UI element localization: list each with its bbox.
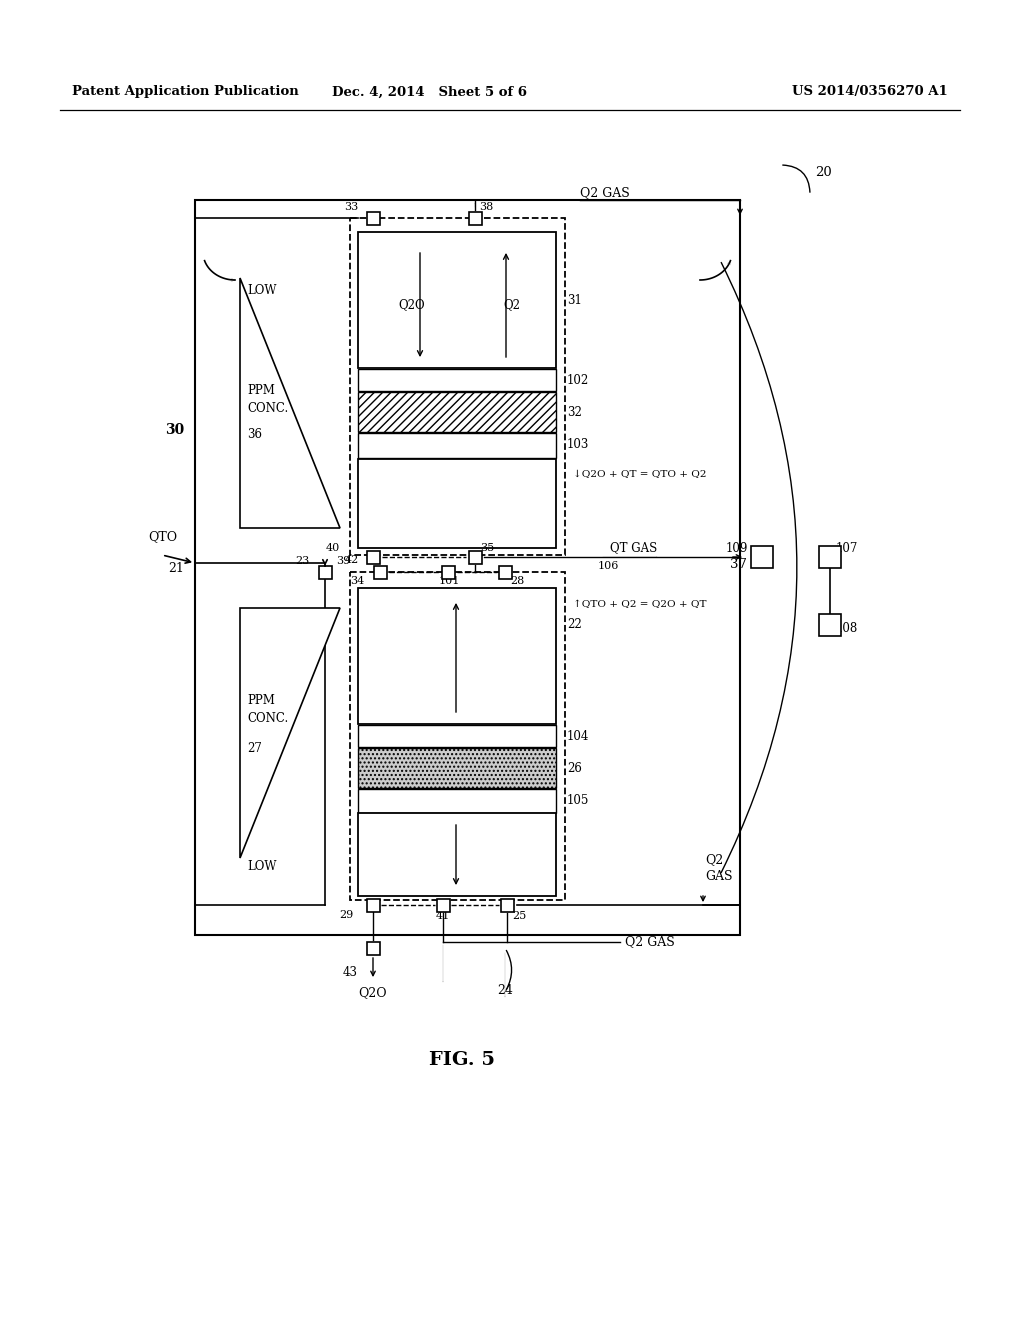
Text: 40: 40 [326, 543, 340, 553]
Text: 28: 28 [510, 576, 524, 586]
Text: Patent Application Publication: Patent Application Publication [72, 86, 299, 99]
Bar [358, 433, 556, 458]
Bar [469, 211, 481, 224]
Text: Q2 GAS: Q2 GAS [625, 936, 675, 949]
Text: ↓Q2O + QT = QTO + Q2: ↓Q2O + QT = QTO + Q2 [573, 470, 707, 479]
Text: 26: 26 [567, 762, 582, 775]
Text: QTO: QTO [148, 531, 177, 544]
Text: CONC.: CONC. [247, 711, 288, 725]
Text: 101: 101 [438, 576, 460, 586]
Text: LOW: LOW [247, 284, 276, 297]
Text: 30: 30 [165, 422, 184, 437]
Bar [819, 614, 841, 636]
Text: 38: 38 [479, 202, 494, 213]
Text: 25: 25 [512, 911, 526, 921]
Text: 106: 106 [598, 561, 620, 572]
Text: 41: 41 [436, 911, 451, 921]
Text: LOW: LOW [247, 859, 276, 873]
Polygon shape [240, 279, 340, 528]
Bar [350, 218, 565, 554]
Bar [358, 813, 556, 896]
Bar [358, 232, 556, 368]
Bar [358, 370, 556, 391]
Text: PPM: PPM [247, 693, 274, 706]
Bar [358, 587, 556, 723]
Bar [318, 565, 332, 578]
Text: QT GAS: QT GAS [610, 541, 657, 554]
Text: 39: 39 [336, 556, 350, 566]
Text: 105: 105 [567, 795, 590, 808]
Text: FIG. 5: FIG. 5 [429, 1051, 495, 1069]
Bar [374, 565, 386, 578]
Text: 107: 107 [836, 541, 858, 554]
Bar [358, 725, 556, 747]
Text: 43: 43 [343, 965, 358, 978]
Bar [469, 550, 481, 564]
Polygon shape [240, 609, 340, 858]
Text: 104: 104 [567, 730, 590, 742]
Text: 23: 23 [296, 556, 310, 566]
Text: 35: 35 [480, 543, 495, 553]
Bar [367, 899, 380, 912]
Text: 102: 102 [567, 374, 589, 387]
Text: 108: 108 [836, 622, 858, 635]
Text: 24: 24 [497, 983, 513, 997]
Text: 32: 32 [567, 405, 582, 418]
Text: 34: 34 [350, 576, 364, 586]
Text: GAS: GAS [705, 870, 732, 883]
Text: 103: 103 [567, 438, 590, 451]
Text: ↑QTO + Q2 = Q2O + QT: ↑QTO + Q2 = Q2O + QT [573, 601, 707, 610]
Bar [358, 392, 556, 432]
Text: Q2: Q2 [504, 298, 520, 312]
Text: 29: 29 [339, 909, 353, 920]
Text: 27: 27 [247, 742, 262, 755]
Text: Q2: Q2 [705, 854, 723, 866]
Text: 36: 36 [247, 429, 262, 441]
Bar [358, 459, 556, 548]
Text: CONC.: CONC. [247, 401, 288, 414]
Bar [751, 546, 773, 568]
Text: Q2 GAS: Q2 GAS [580, 186, 630, 199]
Text: 42: 42 [345, 554, 359, 565]
Text: Q2O: Q2O [398, 298, 425, 312]
Text: 31: 31 [567, 293, 582, 306]
Bar [350, 572, 565, 900]
Bar [195, 201, 740, 935]
Text: 21: 21 [168, 562, 184, 576]
Bar [367, 550, 380, 564]
Bar [358, 789, 556, 813]
Bar [441, 565, 455, 578]
Text: 22: 22 [567, 619, 582, 631]
Bar [367, 941, 380, 954]
Bar [499, 565, 512, 578]
Text: 37: 37 [730, 558, 746, 572]
Text: 109: 109 [726, 541, 748, 554]
Bar [367, 211, 380, 224]
Text: US 2014/0356270 A1: US 2014/0356270 A1 [793, 86, 948, 99]
Text: PPM: PPM [247, 384, 274, 396]
Text: Dec. 4, 2014   Sheet 5 of 6: Dec. 4, 2014 Sheet 5 of 6 [333, 86, 527, 99]
Bar [358, 748, 556, 788]
Text: 20: 20 [815, 165, 831, 178]
Bar [501, 899, 513, 912]
Text: 33: 33 [344, 202, 358, 213]
Bar [436, 899, 450, 912]
Text: Q2O: Q2O [358, 986, 387, 999]
Bar [819, 546, 841, 568]
